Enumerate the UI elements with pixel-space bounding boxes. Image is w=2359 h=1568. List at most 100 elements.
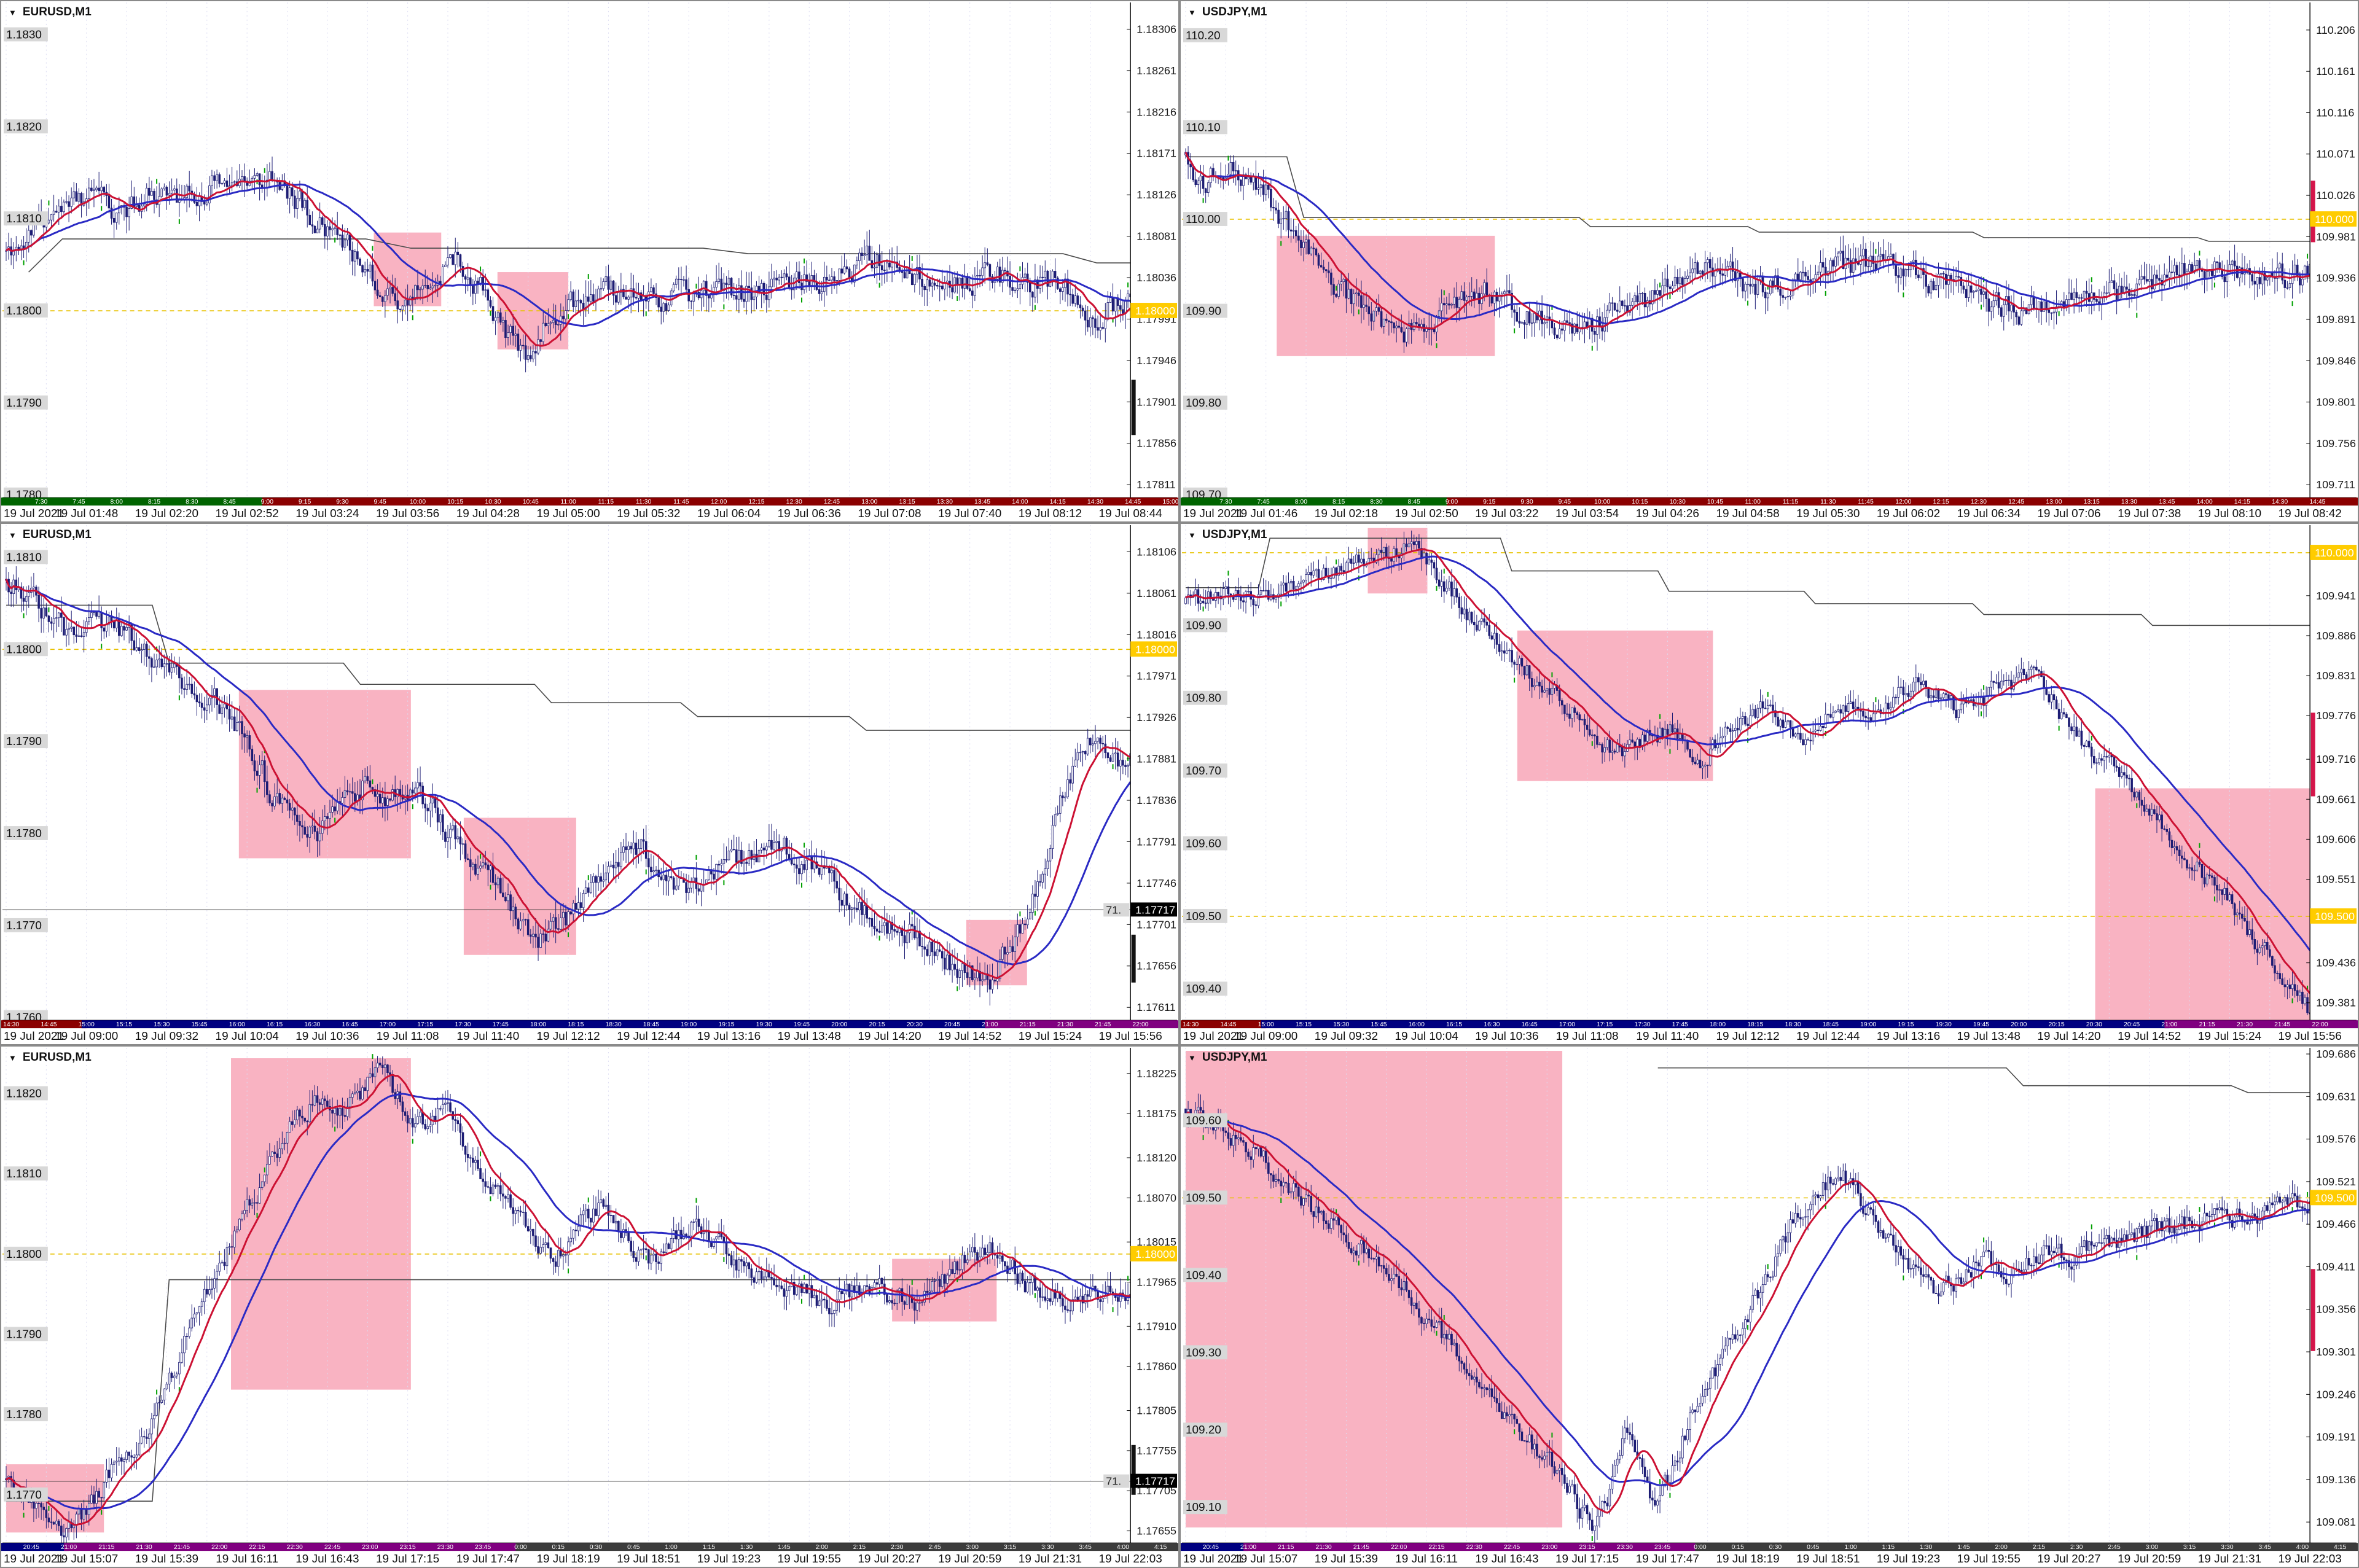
chart-canvas[interactable]: 110.20110.10110.00109.90109.80109.70110.… bbox=[1181, 1, 2358, 521]
session-strip: 7:30 7:45 8:00 8:15 8:30 8:45 9:00 9:15 9:30 9:45… bbox=[1, 497, 1178, 505]
chart-canvas[interactable]: 1.18201.18101.18001.17901.17801.17701.18… bbox=[1, 1047, 1178, 1567]
svg-text:19 Jul 11:08: 19 Jul 11:08 bbox=[1556, 1030, 1619, 1043]
svg-text:8:00: 8:00 bbox=[1295, 499, 1308, 505]
signal-markers bbox=[23, 1054, 1129, 1518]
svg-text:19 Jul 15:24: 19 Jul 15:24 bbox=[2198, 1030, 2261, 1043]
svg-text:21:15: 21:15 bbox=[2199, 1021, 2215, 1028]
svg-text:14:00: 14:00 bbox=[2196, 499, 2212, 505]
svg-text:14:45: 14:45 bbox=[1220, 1021, 1236, 1028]
right-price-axis[interactable]: 1.18106 1.18061 1.18016 1.17971 1.17926 1.178… bbox=[2, 524, 1178, 1029]
svg-text:21:45: 21:45 bbox=[2274, 1021, 2290, 1028]
svg-text:19 Jul 2021: 19 Jul 2021 bbox=[1183, 507, 1243, 520]
symbol-menu[interactable]: ▼ EURUSD,M1 bbox=[9, 6, 92, 19]
axis-scale-marker bbox=[1131, 934, 1136, 983]
dropdown-arrow-icon[interactable]: ▼ bbox=[9, 530, 17, 540]
svg-text:19 Jul 11:40: 19 Jul 11:40 bbox=[456, 1030, 519, 1043]
svg-text:19 Jul 10:36: 19 Jul 10:36 bbox=[1475, 1030, 1538, 1043]
svg-text:20:45: 20:45 bbox=[944, 1021, 960, 1028]
svg-text:109.716: 109.716 bbox=[2316, 753, 2356, 765]
svg-text:19 Jul 11:40: 19 Jul 11:40 bbox=[1636, 1030, 1699, 1043]
svg-text:19 Jul 02:52: 19 Jul 02:52 bbox=[216, 507, 279, 520]
svg-text:17:00: 17:00 bbox=[1559, 1021, 1575, 1028]
chart-panel-eurusd-midday[interactable]: ▼ EURUSD,M1 1.1810 1.1800 1.1790 1.1780 1.17… bbox=[0, 523, 1180, 1045]
svg-text:20:00: 20:00 bbox=[831, 1021, 847, 1028]
svg-text:8:30: 8:30 bbox=[186, 499, 198, 505]
svg-text:19 Jul 15:24: 19 Jul 15:24 bbox=[1019, 1030, 1082, 1043]
svg-text:1.1800: 1.1800 bbox=[6, 305, 42, 318]
step-indicator-line bbox=[6, 1279, 1131, 1502]
svg-text:19 Jul 14:52: 19 Jul 14:52 bbox=[938, 1030, 1001, 1043]
symbol-label: EURUSD,M1 bbox=[22, 6, 92, 18]
svg-text:109.891: 109.891 bbox=[2316, 313, 2356, 326]
right-price-axis[interactable]: 110.206 110.161 110.116 110.071 110.026 109.9… bbox=[1181, 1, 2358, 506]
svg-text:19:30: 19:30 bbox=[1936, 1021, 1952, 1028]
svg-text:22:00: 22:00 bbox=[1132, 1021, 1148, 1028]
svg-text:17:45: 17:45 bbox=[1672, 1021, 1688, 1028]
svg-text:1.17717: 1.17717 bbox=[1135, 903, 1175, 916]
chart-panel-usdjpy-evening[interactable]: ▼ USDJPY,M1 109.60 109.50 109.40 109.30 109.… bbox=[1180, 1045, 2359, 1568]
symbol-menu[interactable]: ▼ EURUSD,M1 bbox=[9, 528, 92, 542]
svg-text:1.18081: 1.18081 bbox=[1136, 230, 1176, 243]
svg-text:109.40: 109.40 bbox=[1186, 983, 1221, 996]
dropdown-arrow-icon[interactable]: ▼ bbox=[1188, 7, 1196, 17]
chart-canvas[interactable]: 109.60109.50109.40109.30109.20109.10109.… bbox=[1181, 1047, 2358, 1567]
symbol-menu[interactable]: ▼ USDJPY,M1 bbox=[1188, 528, 1267, 542]
chart-canvas[interactable]: 1.18101.18001.17901.17801.17701.17601.18… bbox=[1, 524, 1178, 1044]
symbol-menu[interactable]: ▼ EURUSD,M1 bbox=[9, 1051, 92, 1064]
svg-text:16:00: 16:00 bbox=[1409, 1021, 1425, 1028]
svg-text:19 Jul 13:48: 19 Jul 13:48 bbox=[778, 1030, 841, 1043]
svg-text:16:00: 16:00 bbox=[229, 1021, 245, 1028]
chart-canvas[interactable]: 109.90109.80109.70109.60109.50109.40109.… bbox=[1181, 524, 2358, 1044]
svg-text:109.50: 109.50 bbox=[1186, 910, 1221, 923]
svg-text:19 Jul 06:36: 19 Jul 06:36 bbox=[778, 507, 841, 520]
svg-text:21:30: 21:30 bbox=[1057, 1021, 1073, 1028]
chart-panel-usdjpy-morning[interactable]: ▼ USDJPY,M1 110.20 110.10 110.00 109.90 109.… bbox=[1180, 0, 2359, 523]
svg-text:12:15: 12:15 bbox=[748, 499, 764, 505]
svg-text:19 Jul 08:10: 19 Jul 08:10 bbox=[2198, 507, 2261, 520]
svg-text:13:30: 13:30 bbox=[2121, 499, 2137, 505]
svg-text:7:30: 7:30 bbox=[1219, 499, 1232, 505]
symbol-menu[interactable]: ▼ USDJPY,M1 bbox=[1188, 6, 1267, 19]
slow-ma-line bbox=[1184, 1111, 2310, 1486]
svg-text:17:15: 17:15 bbox=[417, 1021, 433, 1028]
svg-text:109.436: 109.436 bbox=[2316, 957, 2356, 969]
line-price-tag bbox=[1130, 1473, 1178, 1488]
svg-text:19 Jul 2021: 19 Jul 2021 bbox=[4, 507, 64, 520]
svg-text:110.20: 110.20 bbox=[1186, 29, 1221, 42]
chart-panel-eurusd-morning[interactable]: ▼ EURUSD,M1 1.1830 1.1820 1.1810 1.1800 1.17… bbox=[0, 0, 1180, 523]
svg-text:11:15: 11:15 bbox=[1783, 499, 1799, 505]
right-price-axis[interactable]: 1.182251.181751.181201.180701.180151.179… bbox=[2, 1047, 1178, 1551]
svg-text:109.80: 109.80 bbox=[1186, 397, 1221, 410]
chart-canvas[interactable]: 1.18301.18201.18101.18001.17901.17801.18… bbox=[1, 1, 1178, 521]
svg-text:19 Jul 11:08: 19 Jul 11:08 bbox=[377, 1030, 439, 1043]
signal-markers bbox=[1202, 155, 2309, 351]
svg-text:19 Jul 15:56: 19 Jul 15:56 bbox=[2279, 1030, 2342, 1043]
chart-panel-eurusd-evening[interactable]: ▼ EURUSD,M1 1.1820 1.1810 1.1800 1.1790 1.17… bbox=[0, 1045, 1180, 1568]
svg-text:109.70: 109.70 bbox=[1186, 765, 1221, 778]
svg-text:110.000: 110.000 bbox=[2315, 213, 2354, 225]
dropdown-arrow-icon[interactable]: ▼ bbox=[1188, 530, 1196, 540]
svg-text:19 Jul 13:16: 19 Jul 13:16 bbox=[697, 1030, 761, 1043]
svg-text:19 Jul 07:38: 19 Jul 07:38 bbox=[2118, 507, 2181, 520]
svg-text:7:45: 7:45 bbox=[72, 499, 85, 505]
slow-ma-line bbox=[5, 579, 1132, 965]
svg-text:17:30: 17:30 bbox=[1634, 1021, 1650, 1028]
dropdown-arrow-icon[interactable]: ▼ bbox=[9, 7, 17, 17]
dropdown-arrow-icon[interactable]: ▼ bbox=[9, 1053, 17, 1063]
slow-ma-line bbox=[1184, 152, 2310, 325]
chart-panel-usdjpy-midday[interactable]: ▼ USDJPY,M1 109.90 109.80 109.70 109.60 109.… bbox=[1180, 523, 2359, 1045]
symbol-menu[interactable]: ▼ USDJPY,M1 bbox=[1188, 1051, 1267, 1064]
svg-text:110.10: 110.10 bbox=[1186, 121, 1221, 134]
step-indicator-line bbox=[6, 604, 1131, 731]
dropdown-arrow-icon[interactable]: ▼ bbox=[1188, 1053, 1196, 1063]
axis-scale-marker bbox=[1131, 1445, 1136, 1495]
svg-text:17:00: 17:00 bbox=[380, 1021, 396, 1028]
svg-text:19 Jul 02:50: 19 Jul 02:50 bbox=[1395, 507, 1458, 520]
